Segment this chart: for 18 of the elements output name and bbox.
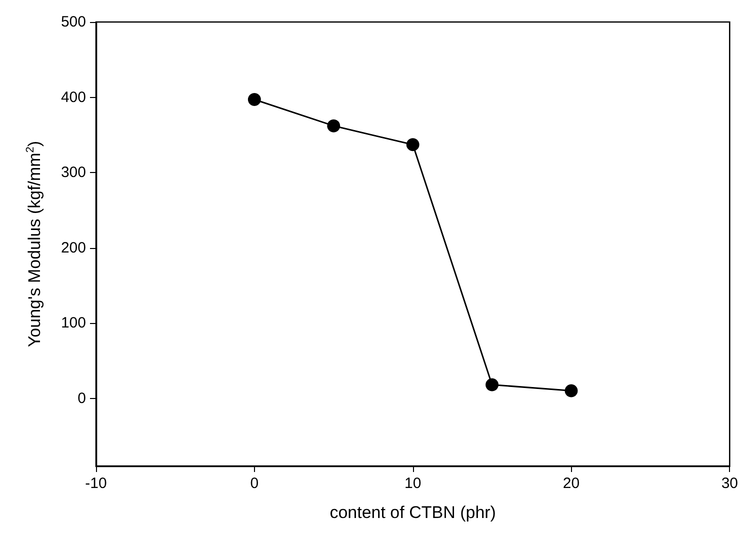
y-tick-label: 0: [78, 390, 86, 407]
y-tick-label: 400: [60, 88, 86, 106]
point: [248, 93, 261, 106]
point: [564, 384, 578, 398]
y-tick-label: 300: [60, 164, 86, 182]
x-axis-title: content of CTBN (phr): [330, 503, 496, 522]
y-axis-title: Young's Modulus (kgf/mm2): [24, 140, 44, 348]
y-tick-label: 200: [60, 239, 86, 256]
point: [486, 378, 499, 392]
y-tick-label: 500: [60, 14, 86, 30]
y-tick-label: 100: [60, 314, 86, 332]
x-tick-label: 20: [562, 475, 580, 492]
x-tick-label: -10: [85, 475, 107, 492]
x-tick-label: 10: [404, 475, 422, 492]
point: [406, 138, 420, 152]
x-tick-label: 0: [250, 475, 259, 492]
point: [327, 119, 340, 132]
x-tick-label: 30: [721, 475, 738, 492]
